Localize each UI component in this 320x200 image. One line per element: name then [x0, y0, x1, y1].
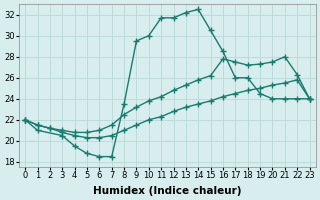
X-axis label: Humidex (Indice chaleur): Humidex (Indice chaleur): [93, 186, 242, 196]
